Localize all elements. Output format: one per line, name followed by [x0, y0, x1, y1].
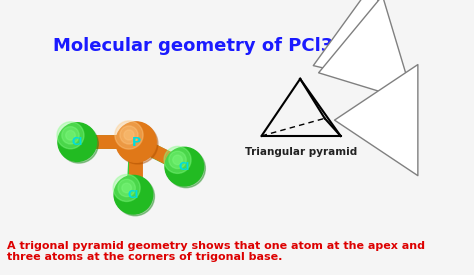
- Circle shape: [116, 177, 155, 216]
- Text: Cl: Cl: [72, 137, 83, 147]
- Circle shape: [118, 124, 158, 164]
- Circle shape: [115, 121, 143, 149]
- Circle shape: [60, 125, 98, 163]
- Circle shape: [122, 183, 131, 193]
- Text: Apex: Apex: [353, 48, 384, 57]
- Circle shape: [165, 147, 204, 186]
- Circle shape: [114, 175, 153, 214]
- Circle shape: [169, 151, 186, 169]
- Text: A trigonal pyramid geometry shows that one atom at the apex and: A trigonal pyramid geometry shows that o…: [7, 241, 425, 251]
- Text: Base: Base: [377, 115, 407, 125]
- Circle shape: [120, 126, 138, 144]
- Text: Cl: Cl: [128, 190, 139, 200]
- Circle shape: [57, 122, 84, 149]
- Circle shape: [164, 146, 191, 173]
- Text: P: P: [131, 136, 141, 148]
- Circle shape: [173, 155, 182, 165]
- Circle shape: [124, 130, 134, 140]
- Circle shape: [62, 126, 79, 144]
- Text: Molecular geometry of PCl3: Molecular geometry of PCl3: [53, 37, 333, 54]
- Circle shape: [116, 122, 156, 162]
- Text: Triangular pyramid: Triangular pyramid: [245, 147, 357, 157]
- Circle shape: [113, 174, 140, 202]
- Text: three atoms at the corners of trigonal base.: three atoms at the corners of trigonal b…: [7, 252, 283, 262]
- Text: Cl: Cl: [179, 162, 190, 172]
- Circle shape: [58, 123, 97, 161]
- Circle shape: [167, 149, 205, 188]
- Circle shape: [65, 130, 75, 140]
- Circle shape: [118, 179, 136, 197]
